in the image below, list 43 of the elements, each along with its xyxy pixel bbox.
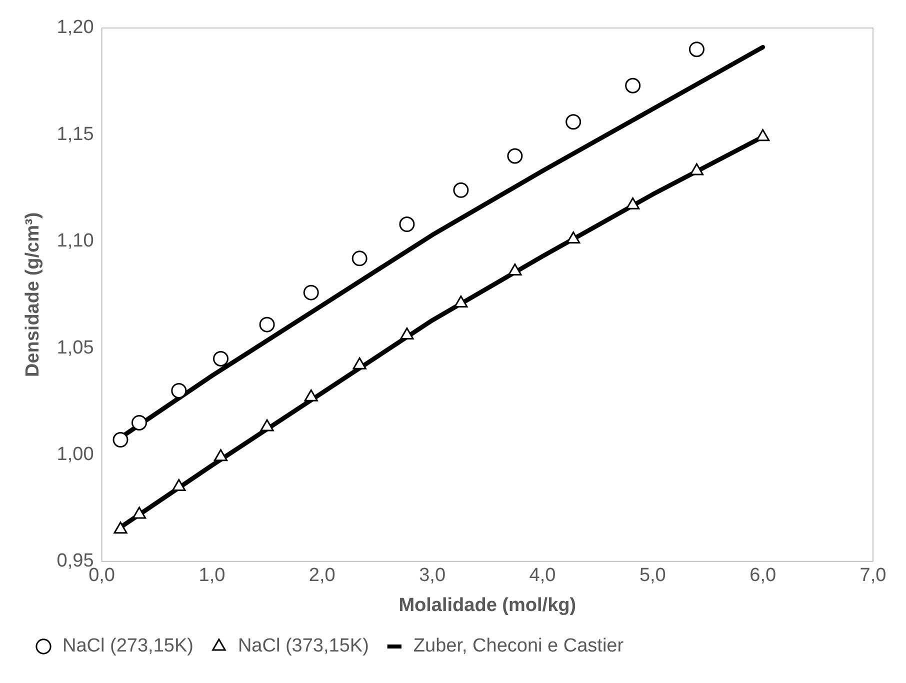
point: [259, 316, 275, 332]
point: [304, 389, 318, 402]
point: [756, 129, 770, 142]
x-tick-label: 2,0: [308, 565, 336, 586]
x-tick-label: 7,0: [860, 565, 886, 586]
point: [625, 78, 641, 94]
point: [688, 42, 704, 58]
point: [690, 163, 704, 176]
y-tick-label: 1,10: [56, 230, 94, 252]
x-tick-label: 5,0: [639, 565, 666, 586]
point: [213, 350, 229, 366]
x-axis-title: Molalidade (mol/kg): [398, 594, 576, 616]
y-axis-title: Densidade (g/cm³): [22, 212, 44, 378]
y-tick-label: 1,15: [56, 124, 94, 145]
point: [132, 506, 146, 519]
y-tick-label: 1,05: [56, 337, 94, 358]
point: [626, 197, 640, 210]
point: [303, 284, 319, 300]
y-tick-label: 1,00: [56, 444, 94, 465]
x-tick-label: 4,0: [529, 565, 556, 586]
point: [399, 216, 415, 232]
point: [566, 114, 582, 130]
point: [352, 357, 366, 370]
point: [507, 148, 523, 164]
point: [260, 419, 274, 432]
point: [131, 414, 147, 430]
x-tick-label: 6,0: [750, 565, 776, 586]
point: [508, 263, 522, 276]
legend-label: NaCl (373,15K): [238, 636, 369, 657]
point: [114, 522, 128, 534]
point: [454, 295, 468, 308]
point: [566, 231, 580, 244]
legend-label: Zuber, Checoni e Castier: [413, 636, 624, 657]
point: [172, 478, 186, 491]
point: [214, 449, 228, 462]
y-tick-label: 1,20: [56, 17, 94, 38]
point: [453, 182, 469, 198]
point: [400, 327, 414, 340]
point: [171, 382, 187, 398]
x-tick-label: 1,0: [198, 565, 226, 586]
legend-label: NaCl (273,15K): [62, 636, 194, 657]
point: [352, 250, 368, 266]
x-tick-label: 3,0: [419, 565, 446, 586]
